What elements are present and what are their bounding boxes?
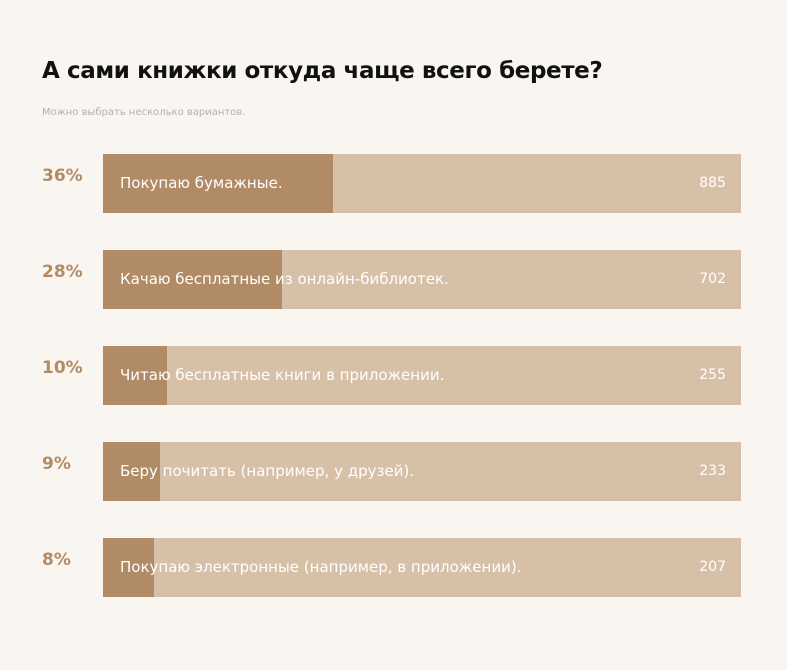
bar-fill: [103, 154, 333, 213]
bar-row: 36% Покупаю бумажные. 885: [0, 154, 787, 214]
bar-label: Покупаю бумажные.: [120, 174, 283, 192]
percent-label: 10%: [42, 358, 83, 378]
bar-fill: [103, 250, 282, 309]
percent-label: 8%: [42, 550, 71, 570]
bar-count: 702: [699, 271, 726, 287]
bar-label: Качаю бесплатные из онлайн-библиотек.: [120, 270, 449, 288]
bar-track: Читаю бесплатные книги в приложении. 255: [103, 346, 741, 405]
bar-label: Читаю бесплатные книги в приложении.: [120, 366, 445, 384]
bar-label: Беру почитать (например, у друзей).: [120, 462, 415, 480]
percent-label: 28%: [42, 262, 83, 282]
bar-track: Покупаю бумажные. 885: [103, 154, 741, 213]
bar-track: Беру почитать (например, у друзей). 233: [103, 442, 741, 501]
bar-label: Покупаю электронные (например, в приложе…: [120, 558, 522, 576]
chart-subtitle: Можно выбрать несколько вариантов.: [42, 107, 246, 118]
bar-fill: [103, 538, 154, 597]
bar-count: 885: [699, 175, 726, 191]
bar-row: 9% Беру почитать (например, у друзей). 233: [0, 442, 787, 502]
percent-label: 36%: [42, 166, 83, 186]
bar-count: 255: [699, 367, 726, 383]
bar-fill: [103, 346, 167, 405]
bar-fill: [103, 442, 160, 501]
bar-row: 8% Покупаю электронные (например, в прило…: [0, 538, 787, 598]
bar-track: Качаю бесплатные из онлайн-библиотек. 702: [103, 250, 741, 309]
bar-row: 28% Качаю бесплатные из онлайн-библиотек.…: [0, 250, 787, 310]
chart-title: А сами книжки откуда чаще всего берете?: [42, 58, 603, 84]
percent-label: 9%: [42, 454, 71, 474]
bar-count: 233: [699, 463, 726, 479]
bar-row: 10% Читаю бесплатные книги в приложении. 2…: [0, 346, 787, 406]
bar-count: 207: [699, 559, 726, 575]
bar-track: Покупаю электронные (например, в приложе…: [103, 538, 741, 597]
